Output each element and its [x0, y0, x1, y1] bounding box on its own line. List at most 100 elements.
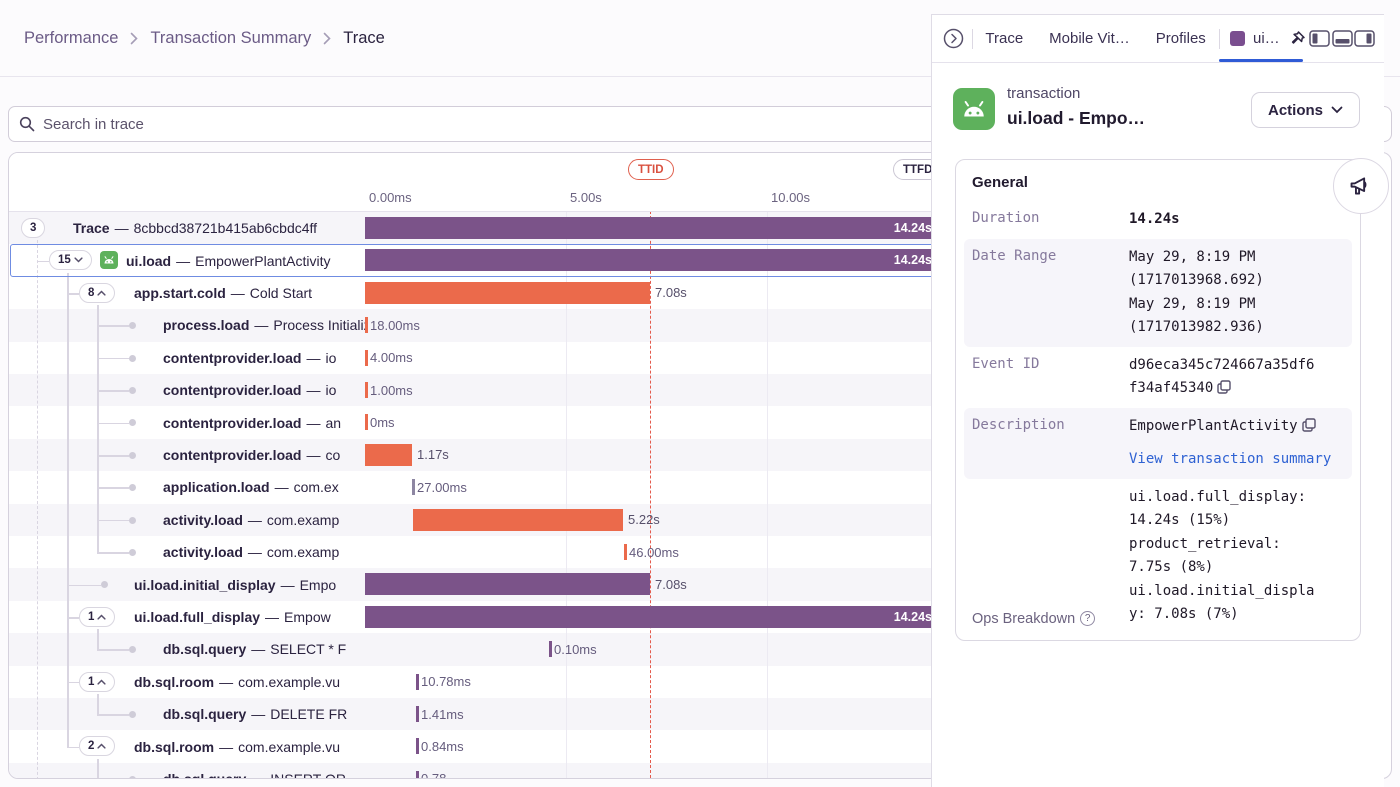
tab-divider	[971, 28, 973, 49]
layout-sidebar-right-icon[interactable]	[1353, 25, 1376, 53]
span-duration-label: 7.08s	[655, 577, 687, 593]
span-duration-bar[interactable]: 14.24s	[365, 217, 938, 239]
active-tab-underline	[1219, 59, 1303, 62]
span-leaf-dot	[129, 387, 136, 394]
span-label: db.sql.query — INSERT OR	[163, 770, 346, 779]
span-duration-tick	[624, 544, 627, 560]
ttid-marker-pill[interactable]: TTID	[628, 159, 674, 180]
span-tree-cell: 1 ui.load.full_display — Empow	[9, 601, 365, 633]
span-timeline-cell: 4.00ms	[365, 342, 939, 374]
span-row[interactable]: activity.load — com.examp 5.22s	[9, 503, 939, 536]
span-duration-bar[interactable]	[413, 508, 623, 531]
span-label: contentprovider.load — io	[163, 382, 337, 399]
span-row[interactable]: db.sql.query — SELECT * F 0.10ms	[9, 633, 939, 666]
span-label: ui.load — EmpowerPlantActivity	[126, 252, 331, 269]
layout-panel-bottom-icon[interactable]	[1331, 25, 1354, 53]
span-duration-bar[interactable]: 14.24s	[365, 249, 938, 272]
breadcrumb-item-performance[interactable]: Performance	[24, 28, 119, 47]
tree-connector	[67, 272, 69, 747]
span-tree-cell: activity.load — com.examp	[9, 536, 365, 568]
general-key: Duration	[972, 210, 1040, 226]
search-input[interactable]	[43, 115, 1206, 133]
span-row[interactable]: 1 ui.load.full_display — Empow 14.24s	[9, 601, 939, 633]
general-value: May 29, 8:19 PM (1717013968.692) May 29, 8…	[1129, 248, 1264, 336]
breadcrumb-item-trace: Trace	[343, 28, 385, 47]
span-children-count-pill[interactable]: 2	[79, 736, 116, 757]
span-row[interactable]: db.sql.query — INSERT OR 0.78	[9, 762, 939, 779]
copy-icon[interactable]	[1301, 417, 1316, 432]
breadcrumb-item-transaction-summary[interactable]: Transaction Summary	[150, 28, 312, 47]
feedback-floating-button[interactable]	[1333, 158, 1389, 214]
span-duration-label: 0.84ms	[421, 739, 464, 755]
chevron-down-icon	[1331, 106, 1343, 114]
span-timeline-cell: 10.78ms	[365, 666, 939, 698]
span-row[interactable]: 2 db.sql.room — com.example.vu 0.84ms	[9, 730, 939, 762]
span-row[interactable]: application.load — com.ex 27.00ms	[9, 471, 939, 503]
tab-profiles[interactable]: Profiles	[1155, 30, 1206, 47]
span-timeline-cell: 0.10ms	[365, 633, 939, 665]
span-row[interactable]: 15 ui.load — EmpowerPlantActivity 14.24s	[9, 244, 939, 276]
tab-ui-load-active[interactable]: ui…	[1230, 30, 1280, 47]
span-row[interactable]: 3 Trace —8cbbcd38721b415ab6cbdc4ff 14.24s	[9, 212, 939, 245]
span-tree-cell: contentprovider.load — io	[9, 374, 365, 406]
general-key: Description	[972, 416, 1065, 433]
span-row[interactable]: db.sql.query — DELETE FR 1.41ms	[9, 698, 939, 731]
span-duration-label: 14.24s	[893, 221, 932, 235]
search-icon	[19, 116, 35, 132]
transaction-header: transaction ui.load - Empo… Actions	[932, 63, 1384, 159]
span-duration-tick	[416, 770, 419, 778]
span-row[interactable]: 1 db.sql.room — com.example.vu 10.78ms	[9, 666, 939, 698]
general-row-date-range: Date Range May 29, 8:19 PM (1717013968.692…	[964, 238, 1352, 347]
span-duration-tick	[412, 479, 415, 496]
span-row[interactable]: 8 app.start.cold — Cold Start 7.08s	[9, 277, 939, 309]
layout-sidebar-left-icon[interactable]	[1308, 25, 1331, 53]
span-duration-tick	[365, 349, 368, 366]
span-children-count-pill[interactable]: 1	[79, 671, 116, 692]
span-duration-bar[interactable]	[365, 281, 650, 304]
span-timeline-cell: 46.00ms	[365, 536, 939, 568]
span-duration-bar[interactable]	[365, 443, 412, 466]
span-leaf-dot	[129, 322, 136, 330]
actions-dropdown-button[interactable]: Actions	[1250, 92, 1360, 128]
span-timeline-cell: 7.08s	[365, 277, 939, 309]
span-tree-cell: db.sql.query — DELETE FR	[9, 698, 365, 730]
span-children-count-pill[interactable]: 8	[79, 282, 116, 303]
span-children-count-pill[interactable]: 15	[49, 250, 92, 271]
tree-connector	[97, 305, 99, 553]
span-row[interactable]: contentprovider.load — co 1.17s	[9, 438, 939, 472]
span-duration-tick	[365, 382, 368, 398]
span-leaf-dot	[129, 549, 136, 556]
general-value: ui.load.full_display: 14.24s (15%) product…	[1129, 488, 1315, 623]
span-tree-cell: contentprovider.load — an	[9, 406, 365, 438]
span-row[interactable]: contentprovider.load — an 0ms	[9, 406, 939, 438]
span-row[interactable]: ui.load.initial_display — Empo 7.08s	[9, 568, 939, 601]
span-children-count-pill[interactable]: 1	[79, 606, 116, 627]
span-duration-bar[interactable]: 14.24s	[365, 605, 938, 628]
span-leaf-dot	[129, 775, 136, 778]
help-icon[interactable]: ?	[1080, 611, 1096, 626]
tab-mobile-vit-[interactable]: Mobile Vit…	[1049, 30, 1130, 47]
span-tree-cell: contentprovider.load — co	[9, 439, 365, 471]
tree-connector	[97, 714, 129, 716]
span-duration-label: 1.41ms	[421, 706, 464, 722]
span-duration-tick	[416, 706, 419, 722]
tree-connector	[37, 260, 49, 263]
view-transaction-summary-link[interactable]: View transaction summary	[1129, 451, 1332, 467]
span-row[interactable]: process.load—Process Initialization 18.00…	[9, 309, 939, 342]
copy-icon[interactable]	[1217, 380, 1231, 394]
span-row[interactable]: contentprovider.load — io 4.00ms	[9, 342, 939, 374]
expand-drawer-icon[interactable]	[943, 27, 964, 51]
active-tab-label: ui…	[1253, 30, 1280, 47]
pin-tab-icon[interactable]	[1286, 25, 1309, 53]
tree-connector	[97, 519, 129, 522]
span-row[interactable]: activity.load — com.examp 46.00ms	[9, 536, 939, 568]
span-duration-tick	[549, 641, 552, 658]
span-tree-cell: ui.load.initial_display — Empo	[9, 568, 365, 600]
span-row[interactable]: contentprovider.load — io 1.00ms	[9, 374, 939, 407]
tree-connector	[97, 629, 99, 650]
span-duration-bar[interactable]	[365, 573, 650, 596]
transaction-kind-label: transaction	[1007, 85, 1081, 102]
span-children-count-pill[interactable]: 3	[21, 218, 46, 238]
tab-trace[interactable]: Trace	[985, 30, 1024, 47]
general-row-description: Description EmpowerPlantActivity View tran…	[964, 407, 1352, 479]
